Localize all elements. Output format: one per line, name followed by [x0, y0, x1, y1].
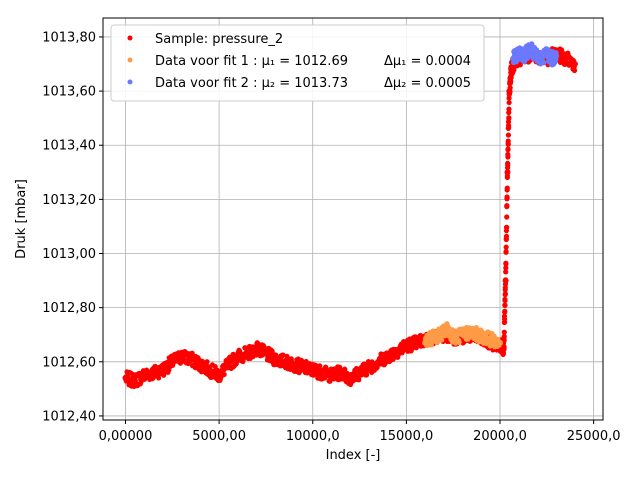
- legend-marker: [127, 57, 133, 63]
- data-points: [122, 41, 578, 390]
- data-point: [506, 124, 512, 131]
- data-point: [408, 347, 415, 353]
- y-tick-label: 1013,40: [42, 139, 96, 154]
- data-point: [506, 99, 512, 106]
- x-tick-label: 5000,00: [192, 429, 246, 444]
- y-tick-label: 1013,20: [42, 193, 96, 208]
- data-point: [284, 353, 290, 359]
- legend-label: Data voor fit 1 : μ₁ = 1012.69: [155, 54, 348, 69]
- data-point: [504, 224, 510, 231]
- data-point: [382, 360, 388, 366]
- data-point: [507, 85, 513, 91]
- y-tick-label: 1012,40: [42, 409, 96, 424]
- data-point: [504, 194, 510, 201]
- data-point: [505, 141, 511, 148]
- data-point: [439, 337, 445, 343]
- y-tick-label: 1013,80: [42, 30, 96, 45]
- data-point: [503, 233, 510, 239]
- data-point: [506, 95, 512, 101]
- data-point: [342, 366, 348, 372]
- series-2-points: [422, 321, 504, 350]
- data-point: [456, 339, 462, 345]
- data-point: [505, 162, 511, 168]
- legend: Sample: pressure_2 Data voor fit 1 : μ₁ =…: [110, 24, 485, 102]
- data-point: [501, 333, 507, 339]
- data-point: [502, 298, 508, 304]
- data-point: [553, 52, 560, 59]
- data-point: [363, 372, 370, 378]
- y-tick-label: 1012,80: [42, 301, 96, 316]
- data-point: [502, 277, 509, 284]
- legend-uncertainty: Δμ₁ = 0.0004: [384, 54, 471, 69]
- data-point: [428, 342, 434, 348]
- data-point: [156, 375, 162, 381]
- y-tick-label: 1012,60: [42, 355, 96, 370]
- data-point: [199, 358, 205, 364]
- data-point: [571, 61, 578, 68]
- data-point: [503, 248, 509, 255]
- y-axis-label: Druk [mbar]: [14, 179, 29, 259]
- data-point: [497, 339, 504, 346]
- data-point: [189, 350, 195, 356]
- data-point: [280, 352, 286, 358]
- x-tick-label: 10000,0: [286, 429, 340, 444]
- data-point: [541, 60, 547, 66]
- data-point: [317, 363, 323, 369]
- axis-ticks: 0,00000 5000,00 10000,0 15000,0 20000,0 25000…: [42, 30, 620, 444]
- data-point: [221, 371, 227, 378]
- data-point: [505, 132, 512, 138]
- series-3-points: [510, 41, 560, 68]
- y-tick-label: 1013,00: [42, 247, 96, 262]
- x-tick-label: 20000,0: [473, 429, 527, 444]
- data-point: [504, 203, 510, 209]
- data-point: [501, 343, 507, 350]
- legend-label: Sample: pressure_2: [155, 32, 283, 47]
- data-point: [511, 67, 517, 73]
- data-point: [503, 244, 509, 250]
- legend-label: Data voor fit 2 : μ₂ = 1013.73: [155, 76, 348, 91]
- data-point: [501, 337, 507, 344]
- data-point: [503, 265, 509, 271]
- data-point: [502, 302, 508, 308]
- data-point: [504, 185, 510, 191]
- legend-box: [110, 24, 485, 102]
- x-tick-label: 0,00000: [99, 429, 153, 444]
- x-axis-label: Index [-]: [326, 448, 381, 463]
- data-point: [571, 67, 578, 74]
- data-point: [505, 154, 511, 160]
- data-point: [501, 329, 507, 335]
- data-point: [506, 115, 512, 121]
- data-point: [504, 169, 511, 176]
- data-point: [502, 308, 508, 314]
- y-tick-label: 1013,60: [42, 85, 96, 100]
- data-point: [504, 214, 510, 220]
- x-tick-label: 25000,0: [567, 429, 621, 444]
- plot-frame: [102, 17, 604, 421]
- data-point: [125, 375, 131, 381]
- x-tick-label: 15000,0: [379, 429, 433, 444]
- data-point: [506, 106, 512, 112]
- legend-marker: [127, 35, 133, 41]
- data-point: [502, 291, 508, 297]
- data-point: [505, 146, 511, 152]
- legend-marker: [127, 79, 133, 85]
- data-point: [503, 261, 509, 267]
- data-point: [507, 89, 513, 95]
- legend-uncertainty: Δμ₂ = 0.0005: [384, 76, 471, 91]
- data-point: [503, 269, 509, 275]
- data-point: [204, 359, 210, 365]
- data-point: [502, 319, 508, 325]
- data-point: [517, 62, 523, 68]
